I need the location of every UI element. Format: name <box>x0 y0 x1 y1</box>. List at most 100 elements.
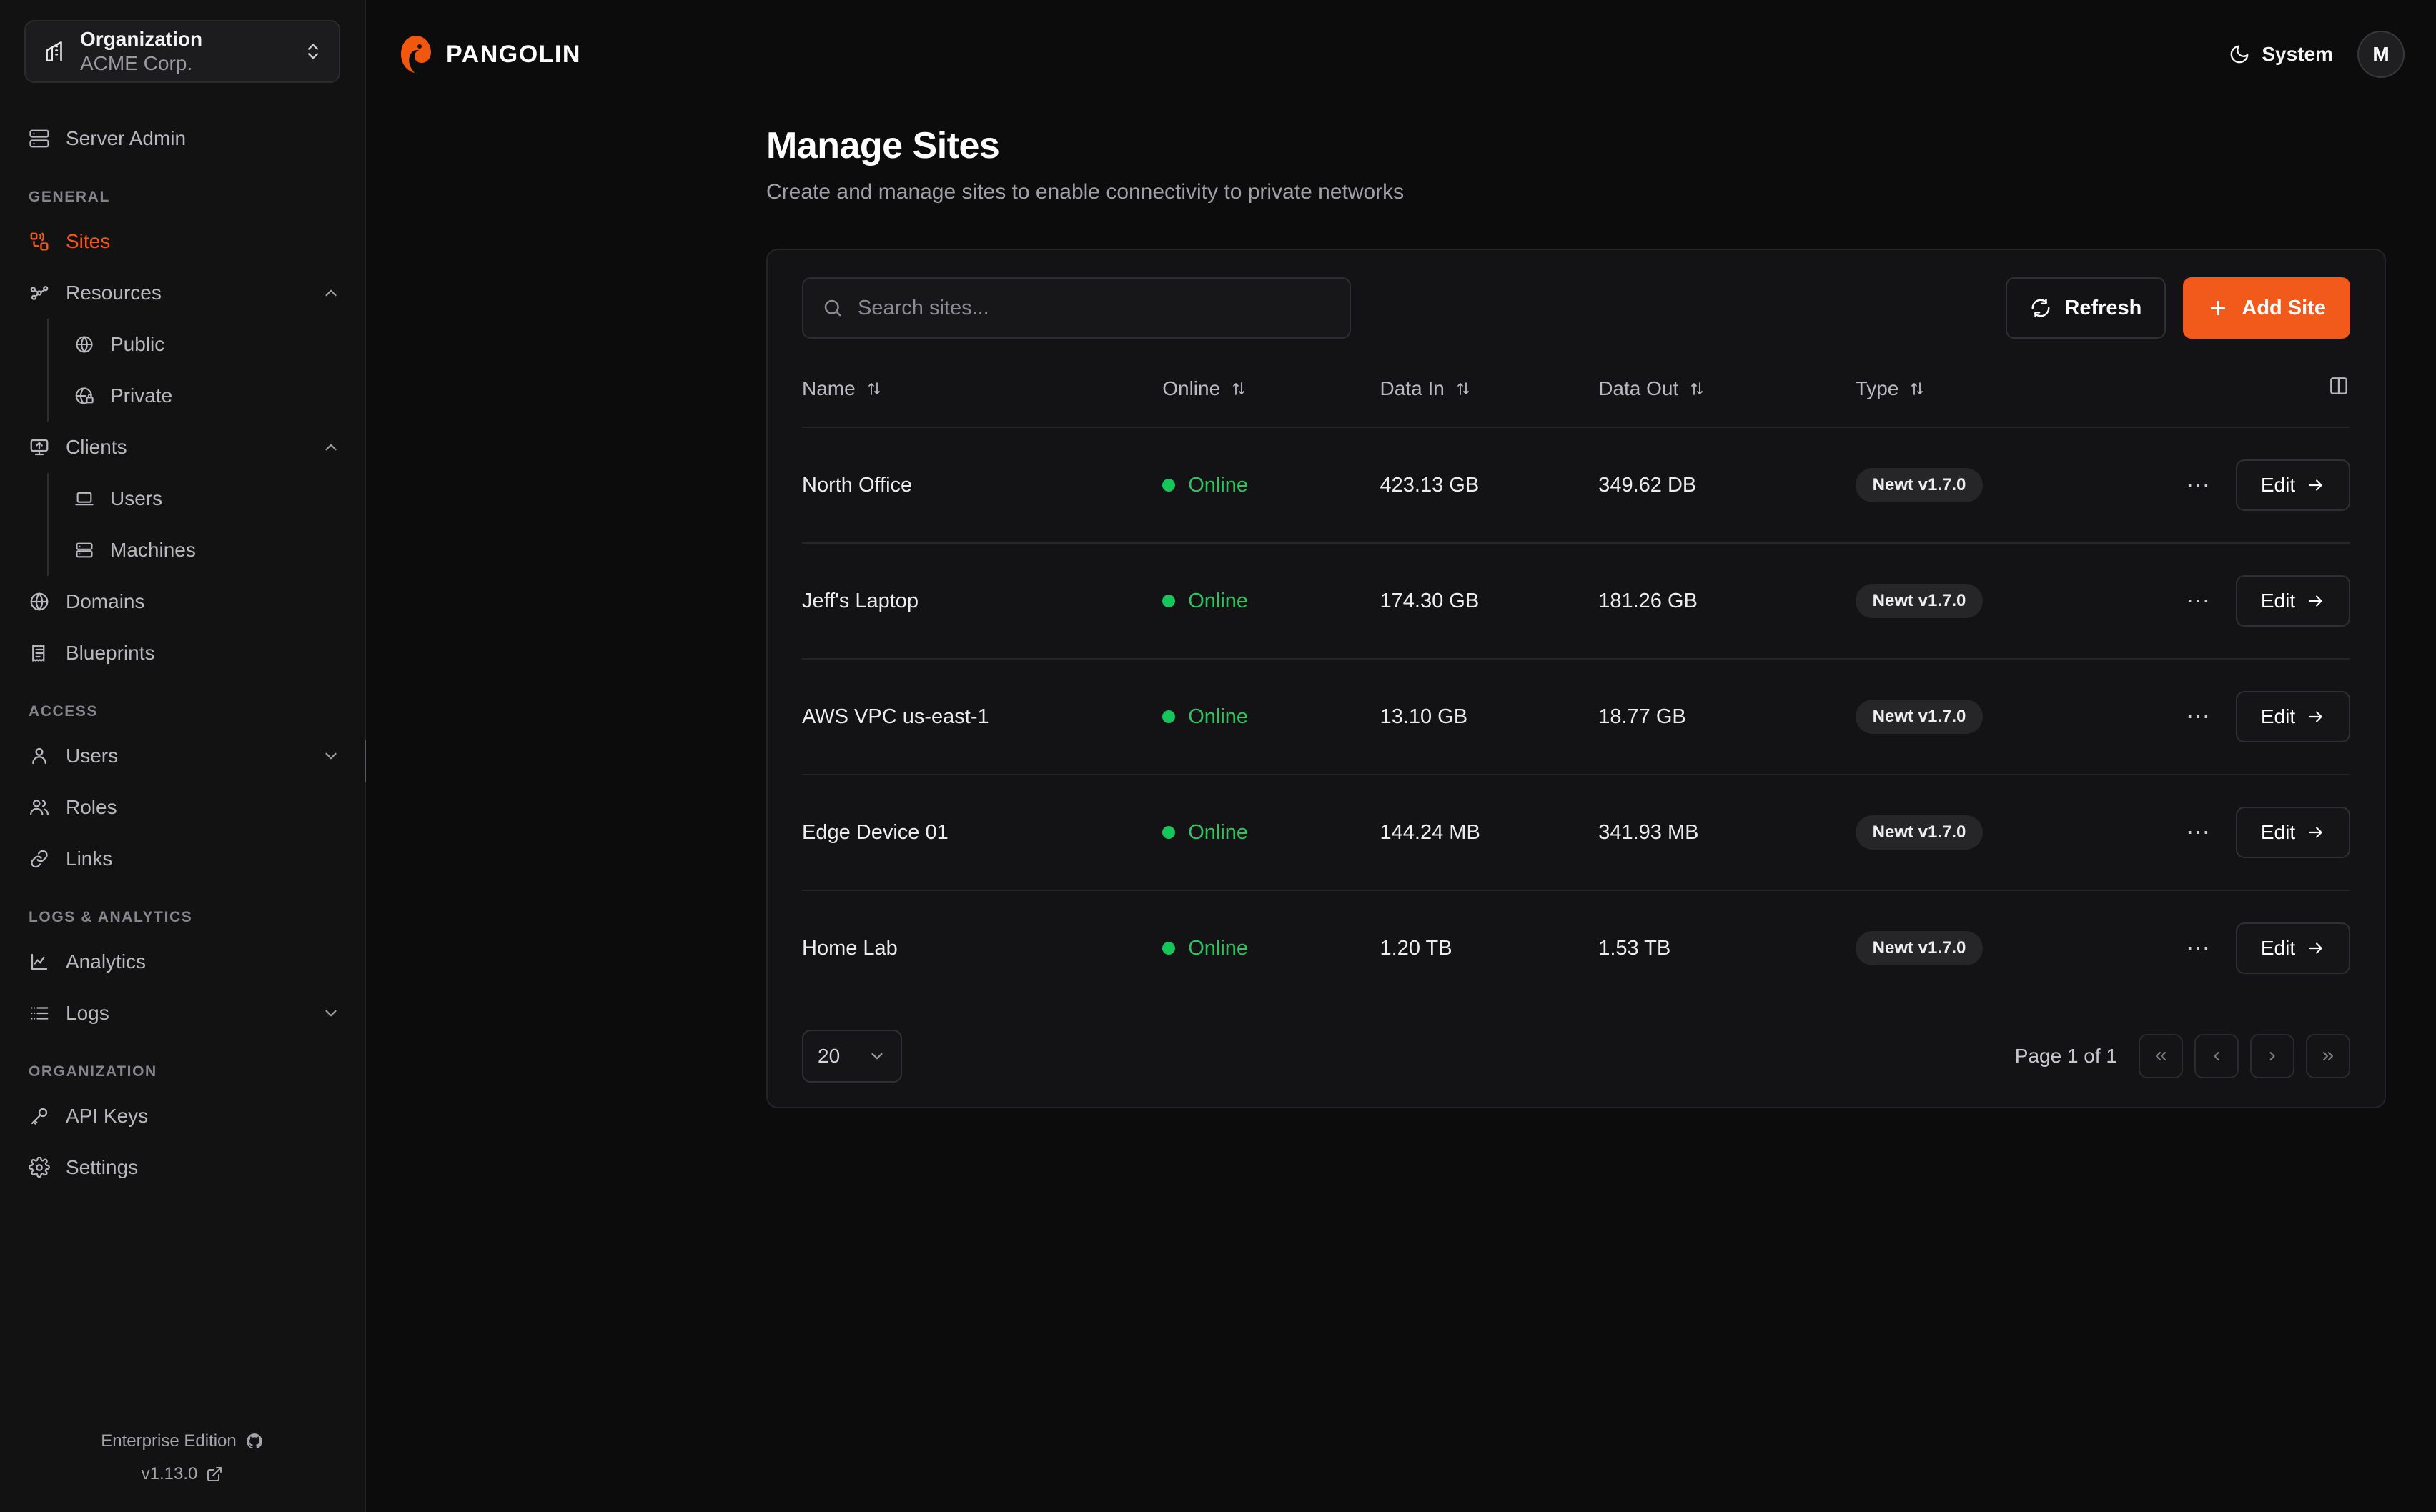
server-icon <box>29 128 50 149</box>
sidebar-item-private[interactable]: Private <box>49 370 365 422</box>
blueprint-icon <box>29 642 50 664</box>
org-label: Organization <box>80 27 203 50</box>
status-badge: Online <box>1188 473 1249 497</box>
sidebar-item-server-admin[interactable]: Server Admin <box>0 113 365 164</box>
edit-button[interactable]: Edit <box>2236 807 2350 858</box>
main-content: PANGOLIN System M Manage Sites Create an… <box>366 0 2436 1512</box>
page-size-select[interactable]: 20 <box>802 1030 902 1083</box>
add-site-label: Add Site <box>2242 296 2326 319</box>
row-menu-button[interactable]: ⋯ <box>2186 472 2212 499</box>
sidebar-item-users-client[interactable]: Users <box>49 473 365 524</box>
add-site-button[interactable]: Add Site <box>2183 277 2350 339</box>
first-page-button[interactable] <box>2139 1034 2183 1078</box>
page-header: Manage Sites Create and manage sites to … <box>366 109 2436 204</box>
page-label: Page 1 of 1 <box>2014 1045 2117 1067</box>
sidebar-nav: Server Admin GENERAL Sites Resources <box>0 83 365 1425</box>
sidebar-item-api-keys[interactable]: API Keys <box>0 1090 365 1142</box>
sidebar-item-clients[interactable]: Clients <box>0 422 365 473</box>
brand-logo[interactable]: PANGOLIN <box>397 34 581 74</box>
column-header-type[interactable]: Type <box>1856 367 2180 427</box>
table-row[interactable]: AWS VPC us-east-1 Online 13.10 GB 18.77 GB N… <box>802 658 2350 775</box>
cell-data-in: 13.10 GB <box>1380 658 1599 775</box>
cell-data-out: 1.53 TB <box>1598 890 1856 1005</box>
sidebar-item-users[interactable]: Users <box>0 730 365 782</box>
cell-data-in: 144.24 MB <box>1380 774 1599 890</box>
sidebar-item-public[interactable]: Public <box>49 319 365 370</box>
cell-type: Newt v1.7.0 <box>1855 542 2180 659</box>
edit-button[interactable]: Edit <box>2236 575 2350 627</box>
sidebar-item-resources[interactable]: Resources <box>0 267 365 319</box>
edition-link[interactable]: Enterprise Edition <box>0 1425 365 1458</box>
sidebar-item-label: Server Admin <box>66 127 187 149</box>
pager-buttons <box>2139 1034 2350 1078</box>
sidebar-item-links[interactable]: Links <box>0 833 365 885</box>
chevron-down-icon[interactable] <box>322 747 340 765</box>
column-header-online[interactable]: Online <box>1162 367 1380 427</box>
table-row[interactable]: North Office Online 423.13 GB 349.62 DB Newt… <box>802 427 2350 543</box>
sidebar-item-analytics[interactable]: Analytics <box>0 936 365 988</box>
table-row[interactable]: Edge Device 01 Online 144.24 MB 341.93 MB Ne… <box>802 774 2350 890</box>
cell-type: Newt v1.7.0 <box>1855 427 2180 543</box>
column-header-data-in[interactable]: Data In <box>1380 367 1599 427</box>
sidebar-item-sites[interactable]: Sites <box>0 216 365 267</box>
sidebar-item-settings[interactable]: Settings <box>0 1142 365 1193</box>
chevron-up-icon[interactable] <box>322 438 340 457</box>
avatar[interactable]: M <box>2357 31 2405 78</box>
table-footer: 20 Page 1 of 1 <box>802 1030 2350 1083</box>
cell-online: Online <box>1162 774 1380 890</box>
table-row[interactable]: Jeff's Laptop Online 174.30 GB 181.26 GB New… <box>802 542 2350 659</box>
search-box[interactable] <box>802 277 1351 339</box>
cell-data-in: 423.13 GB <box>1380 427 1599 543</box>
status-dot <box>1162 595 1176 607</box>
sidebar-item-label: Resources <box>66 282 162 304</box>
cell-data-out: 18.77 GB <box>1598 658 1856 775</box>
sort-icon <box>1230 380 1247 397</box>
sidebar-item-label: Analytics <box>66 950 147 973</box>
row-menu-button[interactable]: ⋯ <box>2186 819 2212 846</box>
row-menu-button[interactable]: ⋯ <box>2186 587 2212 615</box>
column-toggle-icon[interactable] <box>2327 374 2350 397</box>
row-menu-button[interactable]: ⋯ <box>2186 935 2212 962</box>
column-header-name[interactable]: Name <box>802 367 1162 427</box>
column-header-data-out[interactable]: Data Out <box>1598 367 1855 427</box>
search-input[interactable] <box>858 296 1331 320</box>
edit-button[interactable]: Edit <box>2236 922 2350 974</box>
sidebar-item-roles[interactable]: Roles <box>0 782 365 833</box>
globe-lock-icon <box>74 386 94 406</box>
chevron-up-icon[interactable] <box>322 284 340 302</box>
sort-icon <box>866 380 883 397</box>
type-badge: Newt v1.7.0 <box>1855 700 1984 734</box>
sidebar-item-logs[interactable]: Logs <box>0 988 365 1039</box>
edit-button[interactable]: Edit <box>2236 459 2350 511</box>
type-badge: Newt v1.7.0 <box>1855 468 1984 502</box>
prev-page-button[interactable] <box>2194 1034 2239 1078</box>
last-page-button[interactable] <box>2306 1034 2350 1078</box>
sidebar-item-label: Users <box>66 745 119 767</box>
sidebar-item-label: Domains <box>66 590 145 612</box>
refresh-icon <box>2030 297 2051 319</box>
version-link[interactable]: v1.13.0 <box>0 1458 365 1491</box>
next-page-button[interactable] <box>2250 1034 2294 1078</box>
sidebar-item-label: API Keys <box>66 1105 149 1127</box>
sidebar-item-label: Public <box>110 333 165 355</box>
topbar: PANGOLIN System M <box>366 0 2436 109</box>
refresh-button[interactable]: Refresh <box>2006 277 2167 339</box>
edit-button[interactable]: Edit <box>2236 691 2350 742</box>
sidebar-item-label: Roles <box>66 796 117 818</box>
sidebar-item-machines[interactable]: Machines <box>49 524 365 576</box>
cell-type: Newt v1.7.0 <box>1855 774 2180 890</box>
sidebar-item-domains[interactable]: Domains <box>0 576 365 627</box>
sidebar-item-blueprints[interactable]: Blueprints <box>0 627 365 679</box>
chevron-down-icon[interactable] <box>322 1004 340 1023</box>
sidebar-item-label: Links <box>66 847 113 870</box>
row-menu-button[interactable]: ⋯ <box>2186 703 2212 730</box>
theme-toggle[interactable]: System <box>2229 43 2333 66</box>
org-switcher[interactable]: Organization ACME Corp. <box>24 20 340 83</box>
table-row[interactable]: Home Lab Online 1.20 TB 1.53 TB Newt v1.7.0 ⋯… <box>802 890 2350 1005</box>
cell-actions: ⋯ Edit <box>2180 542 2350 659</box>
status-dot <box>1162 826 1176 839</box>
sidebar-item-label: Machines <box>110 539 196 561</box>
sort-icon <box>1455 380 1472 397</box>
chevron-up-down-icon <box>303 41 323 61</box>
cell-data-in: 1.20 TB <box>1380 890 1599 1005</box>
